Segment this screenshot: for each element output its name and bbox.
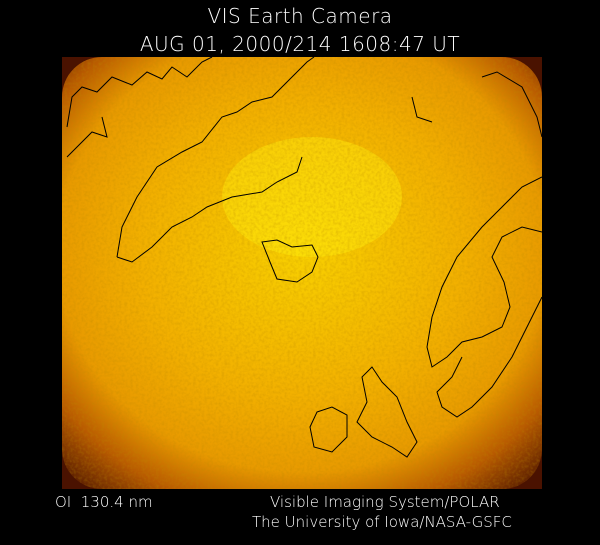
image-title: VIS Earth Camera	[207, 4, 393, 28]
timestamp: AUG 01, 2000/214 1608:47 UT	[139, 32, 461, 56]
wavelength-label: OI 130.4 nm	[55, 493, 153, 511]
institution-label: The University of Iowa/NASA-GSFC	[252, 513, 512, 531]
coastlines	[66, 57, 542, 458]
earth-image	[62, 57, 542, 489]
instrument-label: Visible Imaging System/POLAR	[270, 493, 500, 511]
